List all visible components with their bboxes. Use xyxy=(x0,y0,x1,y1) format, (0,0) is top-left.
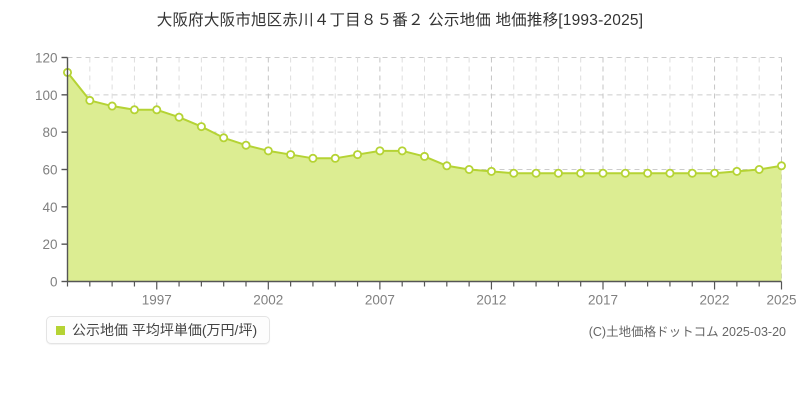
data-point xyxy=(509,168,519,178)
data-point xyxy=(576,168,586,178)
series-area-fill xyxy=(67,72,782,282)
data-point xyxy=(353,150,363,160)
y-tick-label: 100 xyxy=(35,88,58,103)
legend-swatch-icon xyxy=(56,325,65,335)
y-tick-label: 80 xyxy=(42,125,57,140)
y-tick-label: 0 xyxy=(50,275,58,290)
data-point xyxy=(464,164,474,174)
data-point xyxy=(330,153,340,163)
x-tick-label: 2022 xyxy=(700,293,730,308)
data-point xyxy=(219,133,229,143)
data-point xyxy=(754,164,764,174)
data-point xyxy=(129,105,139,115)
x-tick-label: 2025 xyxy=(766,293,796,308)
data-point xyxy=(553,168,563,178)
y-tick-label: 20 xyxy=(42,237,57,252)
data-point xyxy=(777,161,787,171)
data-point xyxy=(486,166,496,176)
data-point xyxy=(107,101,117,111)
series-markers xyxy=(63,67,787,178)
page-title: 大阪府大阪市旭区赤川４丁目８５番２ 公示地価 地価推移[1993-2025] xyxy=(156,12,644,29)
data-point xyxy=(665,168,675,178)
y-tick-label: 60 xyxy=(42,163,57,178)
data-point xyxy=(620,168,630,178)
data-point xyxy=(152,105,162,115)
data-point xyxy=(643,168,653,178)
data-point xyxy=(308,153,318,163)
data-point xyxy=(375,146,385,156)
data-point xyxy=(598,168,608,178)
data-point xyxy=(241,140,251,150)
x-tick-label: 2002 xyxy=(253,293,283,308)
data-point xyxy=(732,166,742,176)
y-axis-ticks: 0 20 40 60 80 100 120 xyxy=(35,51,68,290)
data-point xyxy=(263,146,273,156)
y-tick-label: 40 xyxy=(42,200,57,215)
x-tick-label: 1997 xyxy=(142,293,172,308)
x-tick-label: 2007 xyxy=(365,293,395,308)
data-point xyxy=(85,95,95,105)
chart-legend[interactable]: 公示地価 平均坪単価(万円/坪) xyxy=(46,316,271,344)
data-point xyxy=(196,122,206,132)
y-tick-label: 120 xyxy=(35,51,58,66)
copyright-credit: (C)土地価格ドットコム 2025-03-20 xyxy=(588,325,786,339)
x-tick-label: 2017 xyxy=(588,293,618,308)
data-point xyxy=(710,168,720,178)
data-point xyxy=(442,161,452,171)
x-axis-ticks: 1997 2002 2007 2012 2017 2022 2025 xyxy=(66,281,797,308)
data-point xyxy=(419,151,429,161)
legend-label: 公示地価 平均坪単価(万円/坪) xyxy=(72,322,258,338)
data-point xyxy=(687,168,697,178)
data-point xyxy=(174,112,184,122)
data-point xyxy=(531,168,541,178)
data-point xyxy=(397,146,407,156)
data-point xyxy=(286,150,296,160)
x-tick-label: 2012 xyxy=(476,293,506,308)
